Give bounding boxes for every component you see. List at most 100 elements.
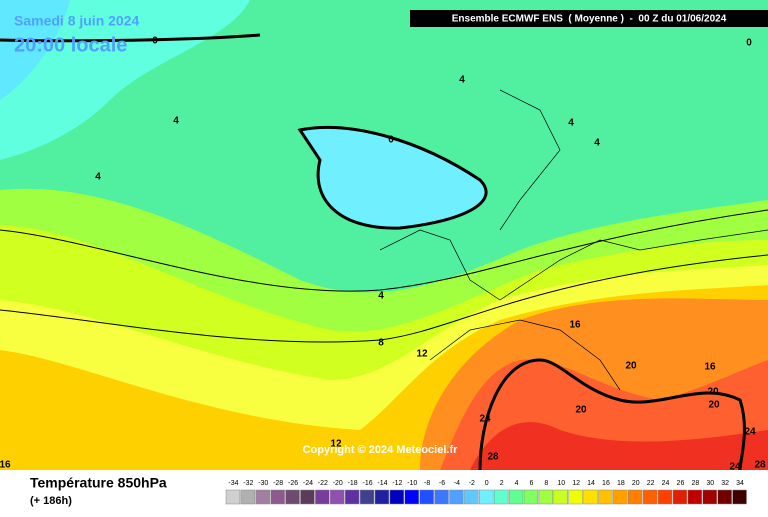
legend-label: 16 — [602, 480, 610, 487]
legend-swatch — [285, 489, 300, 505]
legend-swatch — [240, 489, 256, 505]
contour-label: 16 — [704, 362, 716, 373]
contour-8 — [0, 254, 768, 343]
contour-label: 20 — [575, 405, 587, 416]
legend-swatch — [568, 489, 583, 505]
coastline — [379, 89, 768, 391]
legend-label: -16 — [362, 480, 372, 487]
legend-label: -34 — [228, 480, 238, 487]
contour-0 — [0, 33, 261, 43]
legend-label: -32 — [243, 480, 253, 487]
contour-label: 0 — [388, 135, 394, 146]
legend-swatch — [628, 489, 643, 505]
legend-swatch — [642, 489, 658, 505]
legend-swatch — [300, 489, 315, 505]
legend-swatch — [344, 489, 360, 505]
contour-label: 28 — [487, 452, 499, 463]
contour-label: 24 — [479, 414, 491, 425]
legend-swatch — [255, 489, 270, 505]
legend-swatch — [419, 489, 434, 505]
legend-swatch — [389, 489, 405, 505]
contour-label: 4 — [95, 172, 101, 183]
legend-swatch — [732, 489, 747, 505]
legend-label: -30 — [258, 480, 268, 487]
contour-label: 4 — [173, 116, 179, 127]
legend-label: 8 — [544, 480, 548, 487]
legend-label: 24 — [662, 480, 670, 487]
legend-label: -6 — [439, 480, 445, 487]
legend-swatch — [538, 489, 554, 505]
contour-label: 4 — [378, 291, 384, 302]
date: Samedi 8 juin 2024 — [14, 13, 139, 29]
legend-label: 20 — [632, 480, 640, 487]
legend-label: 32 — [721, 480, 729, 487]
legend: -34 -32 -30 -28 -26 -24 -22 -20 -18 -16 -14 -12 -10-… — [225, 480, 747, 505]
run-box — [410, 10, 768, 27]
contour-label: 4 — [594, 138, 600, 149]
legend-swatch — [553, 489, 568, 505]
legend-label: 26 — [677, 480, 685, 487]
legend-swatch — [523, 489, 539, 505]
contour-label: 0 — [746, 38, 752, 49]
legend-label: -8 — [424, 480, 430, 487]
legend-label: -20 — [333, 480, 343, 487]
legend-label: 2 — [500, 480, 504, 487]
legend-label: 12 — [572, 480, 580, 487]
legend-swatch — [717, 489, 732, 505]
contour-label: 12 — [416, 349, 428, 360]
hot-zone — [470, 422, 768, 470]
legend-swatch — [449, 489, 464, 505]
legend-swatch — [613, 489, 628, 505]
legend-swatch — [702, 489, 717, 505]
legend-label: -28 — [273, 480, 283, 487]
contour-label: 24 — [744, 427, 756, 438]
legend-label: 22 — [647, 480, 655, 487]
legend-swatch — [672, 489, 688, 505]
legend-label: -18 — [348, 480, 358, 487]
legend-label: -22 — [318, 480, 328, 487]
contour-label: 20 — [707, 387, 719, 398]
legend-swatch — [374, 489, 390, 505]
legend-swatch — [508, 489, 524, 505]
contour-labels: 0 0 4 4 4 4 0 4 4 8 12 16 20 16 20 20 20 24 24 12 28 16 24 28 — [0, 36, 766, 473]
legend-label: 14 — [587, 480, 595, 487]
legend-swatch — [330, 489, 345, 505]
contour-label: 28 — [754, 460, 766, 471]
legend-label: 4 — [515, 480, 519, 487]
footer-title: Température 850hPa — [30, 475, 167, 491]
legend-label: -2 — [469, 480, 475, 487]
legend-swatch — [479, 489, 494, 505]
legend-swatch — [464, 489, 479, 505]
contour-label: 12 — [330, 439, 342, 450]
legend-label: -4 — [454, 480, 460, 487]
legend-label: -24 — [303, 480, 313, 487]
footer-lead: (+ 186h) — [30, 495, 72, 507]
legend-swatch — [583, 489, 598, 505]
contour-label: 4 — [568, 118, 574, 129]
legend-swatch — [493, 489, 509, 505]
legend-swatch — [598, 489, 613, 505]
time: 20:00 locale — [14, 34, 127, 56]
contour-20 — [478, 358, 746, 471]
legend-swatch — [359, 489, 375, 505]
legend-label: -12 — [392, 480, 402, 487]
contour-label: 16 — [569, 320, 581, 331]
contour-4 — [0, 209, 768, 292]
cold-zone — [0, 0, 70, 100]
legend-label: -10 — [407, 480, 417, 487]
legend-swatch — [657, 489, 673, 505]
legend-label: 10 — [557, 480, 565, 487]
legend-label: 0 — [485, 480, 489, 487]
run-info: Ensemble ECMWF ENS ( Moyenne ) - 00 Z du… — [452, 14, 727, 25]
legend-swatch — [225, 489, 241, 505]
legend-label: 34 — [736, 480, 744, 487]
legend-label: 30 — [706, 480, 714, 487]
legend-swatch — [315, 489, 330, 505]
contour-label: 24 — [729, 462, 741, 473]
legend-swatch — [404, 489, 419, 505]
legend-label: 28 — [691, 480, 699, 487]
copyright: Copyright © 2024 Meteociel.fr — [303, 444, 459, 456]
contour-label: 20 — [625, 361, 637, 372]
contour-label: 0 — [152, 36, 158, 47]
